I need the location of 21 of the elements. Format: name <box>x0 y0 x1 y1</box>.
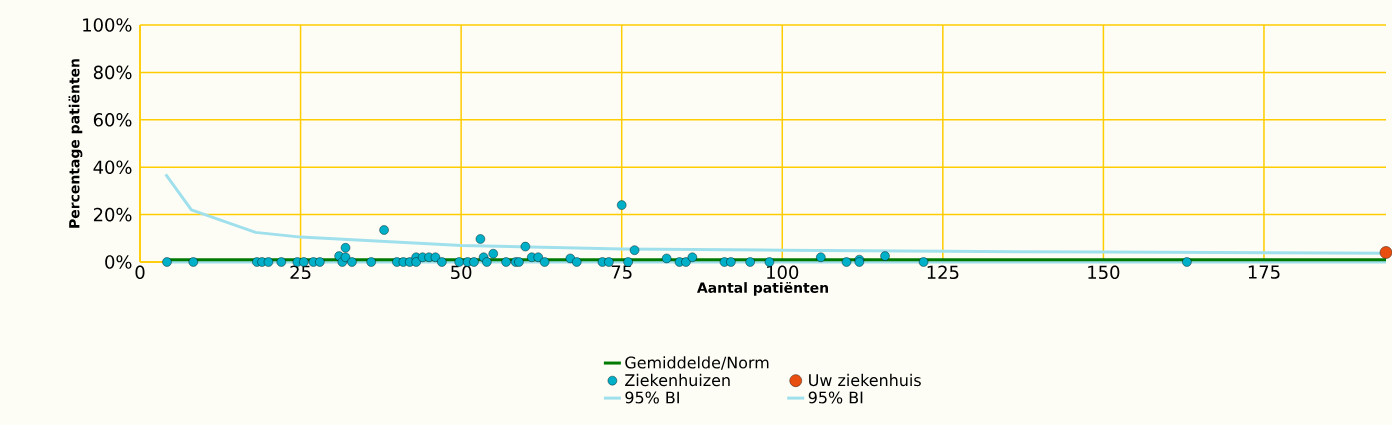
x-tick-label: 100 <box>767 265 799 280</box>
x-tick-label: 75 <box>611 265 632 279</box>
y-tick-label: 0% <box>105 255 132 269</box>
legend-label: 95% BI <box>808 391 863 404</box>
x-tick-label: 150 <box>1088 265 1120 280</box>
legend-label: Ziekenhuizen <box>625 373 730 387</box>
legend-label: 95% BI <box>625 391 679 404</box>
x-tick-label: 0 <box>135 265 145 280</box>
y-tick-label: 20% <box>93 207 132 222</box>
legend-label: Gemiddelde/Norm <box>625 356 769 370</box>
y-tick-label: 60% <box>93 113 132 127</box>
y-axis-title: Percentage patiënten <box>68 59 83 228</box>
x-tick-label: 125 <box>927 265 959 280</box>
y-tick-label: 80% <box>93 65 132 80</box>
x-tick-label: 25 <box>290 265 311 280</box>
legend-label: Uw ziekenhuis <box>809 373 921 387</box>
y-tick-label: 40% <box>93 160 132 174</box>
x-axis-title: Aantal patiënten <box>696 281 828 296</box>
y-tick-label: 100% <box>83 18 132 32</box>
x-tick-label: 175 <box>1248 265 1280 279</box>
x-tick-label: 50 <box>451 265 472 280</box>
